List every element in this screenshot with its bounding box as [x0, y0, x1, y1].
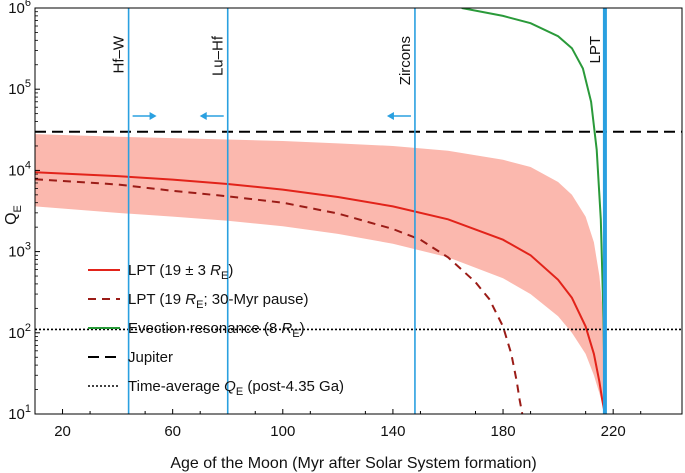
- legend-label-sub: E: [292, 328, 299, 340]
- y-tick-exp: 3: [25, 241, 31, 253]
- y-tick-base: 10: [8, 0, 25, 17]
- vertical-line-arrow-head-1: [199, 112, 207, 120]
- legend-label-tail: ; 30-Myr pause): [203, 291, 308, 308]
- x-tick-label-0: 20: [54, 423, 71, 440]
- y-tick-exp: 4: [25, 159, 31, 171]
- vertical-line-label-2: Zircons: [397, 36, 414, 85]
- series-line-0: [35, 171, 606, 414]
- x-tick-label-2: 100: [270, 423, 295, 440]
- axis-titles: Age of the Moon (Myr after Solar System …: [3, 205, 537, 472]
- legend-label-text: LPT (19 ± 3: [128, 262, 210, 279]
- y-tick-label-1: 102: [8, 322, 31, 342]
- legend-label-tail: ): [228, 262, 233, 279]
- vertical-line-label-1: Lu–Hf: [210, 35, 227, 76]
- y-tick-label-5: 106: [8, 0, 31, 17]
- legend-label-text: Time-average: [128, 378, 224, 395]
- x-tick-label-1: 60: [164, 423, 181, 440]
- legend-label-3: Jupiter: [128, 349, 173, 366]
- y-tick-label-0: 101: [8, 403, 31, 423]
- x-tick-label-5: 220: [601, 423, 626, 440]
- y-tick-base: 10: [8, 406, 25, 423]
- legend-label-sub: E: [236, 386, 243, 398]
- y-tick-base: 10: [8, 81, 25, 98]
- legend-label-italic: R: [210, 262, 221, 279]
- legend-label-sub: E: [196, 299, 203, 311]
- vertical-line-label-0: Hf–W: [111, 35, 128, 73]
- y-tick-exp: 2: [25, 322, 31, 334]
- series-line-2: [461, 8, 606, 414]
- legend-label-italic: R: [281, 320, 292, 337]
- confidence-band-layer: [35, 134, 605, 414]
- legend-label-tail: (post-4.35 Ga): [243, 378, 344, 395]
- legend-label-text: Evection resonance (8: [128, 320, 281, 337]
- legend-label-4: Time-average QE (post-4.35 Ga): [128, 378, 344, 398]
- vertical-line-arrow-head-0: [149, 112, 157, 120]
- legend-label-1: LPT (19 RE; 30-Myr pause): [128, 291, 309, 311]
- legend: LPT (19 ± 3 RE)LPT (19 RE; 30-Myr pause)…: [88, 262, 344, 398]
- legend-label-sub: E: [221, 270, 228, 282]
- legend-label-0: LPT (19 ± 3 RE): [128, 262, 233, 282]
- legend-label-tail: ): [300, 320, 305, 337]
- x-tick-label-4: 180: [491, 423, 516, 440]
- y-tick-base: 10: [8, 244, 25, 261]
- plot-frame: [34, 7, 683, 415]
- y-axis-title-sub: E: [12, 205, 24, 212]
- legend-label-italic: R: [185, 291, 196, 308]
- legend-label-italic: Q: [224, 378, 236, 395]
- y-tick-exp: 6: [25, 0, 31, 9]
- vertical-line-label-3: LPT: [587, 36, 604, 64]
- legend-label-2: Evection resonance (8 RE): [128, 320, 305, 340]
- legend-label-text: Jupiter: [128, 349, 173, 366]
- legend-label-text: LPT (19: [128, 291, 185, 308]
- y-tick-exp: 1: [25, 403, 31, 415]
- vertical-line-arrow-head-2: [386, 112, 394, 120]
- y-axis-title: QE: [3, 205, 24, 225]
- y-tick-label-2: 103: [8, 241, 31, 261]
- x-axis-title: Age of the Moon (Myr after Solar System …: [170, 455, 536, 472]
- y-tick-base: 10: [8, 162, 25, 179]
- series-layer: [35, 8, 682, 414]
- y-tick-base: 10: [8, 325, 25, 342]
- vertical-lines-layer: Hf–W Lu–Hf Zircons LPT: [111, 8, 607, 414]
- y-tick-label-3: 104: [8, 159, 31, 179]
- y-axis-title-main: Q: [3, 212, 20, 224]
- y-tick-exp: 5: [25, 78, 31, 90]
- y-tick-label-4: 105: [8, 78, 31, 98]
- uncertainty-band: [35, 134, 605, 414]
- series-line-1: [35, 178, 524, 414]
- x-tick-label-3: 140: [380, 423, 405, 440]
